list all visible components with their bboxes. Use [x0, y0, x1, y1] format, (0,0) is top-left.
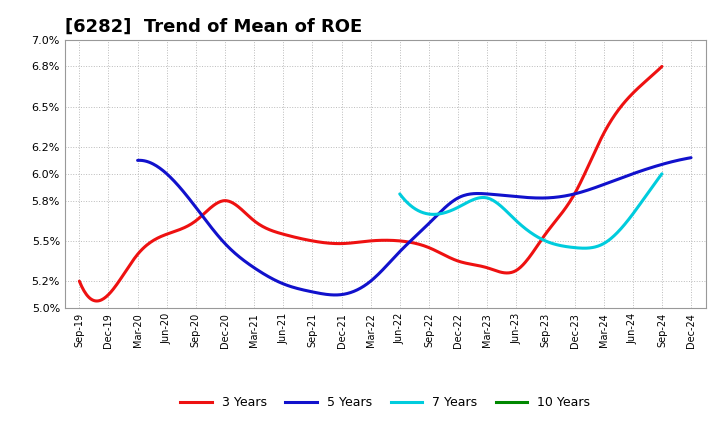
Text: [6282]  Trend of Mean of ROE: [6282] Trend of Mean of ROE: [65, 17, 362, 35]
Legend: 3 Years, 5 Years, 7 Years, 10 Years: 3 Years, 5 Years, 7 Years, 10 Years: [176, 392, 595, 414]
